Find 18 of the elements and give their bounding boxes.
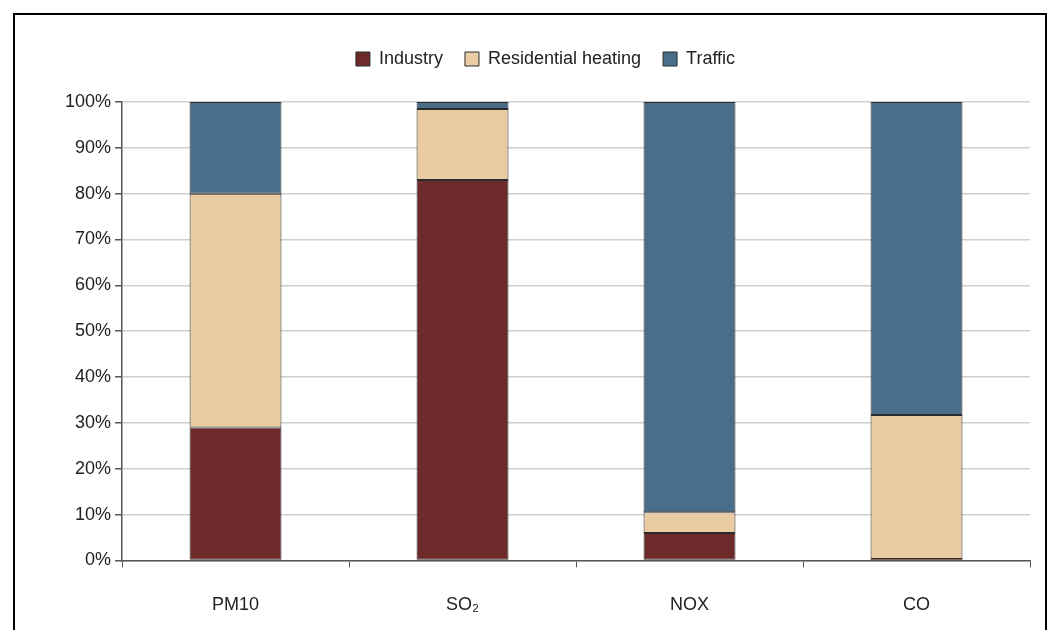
y-tick-label: 80% [75, 182, 112, 203]
x-tick-label: NOX [670, 594, 710, 615]
y-tick-label: 10% [75, 503, 112, 524]
y-tick-label: 60% [75, 274, 112, 295]
y-tick-label: 30% [75, 411, 112, 432]
x-tick-label: PM10 [212, 594, 260, 615]
legend-label: Traffic [686, 47, 736, 68]
y-tick-label: 90% [75, 136, 112, 157]
y-tick-label: 50% [75, 320, 112, 341]
legend-label: Residential heating [487, 47, 642, 68]
y-tick-label: 40% [75, 366, 112, 387]
x-tick-label: SO₂ [446, 594, 480, 615]
legend-label: Industry [378, 47, 443, 68]
y-tick-label: 20% [75, 457, 112, 478]
y-tick-label: 0% [85, 549, 112, 570]
y-tick-label: 100% [64, 90, 112, 111]
x-tick-label: CO [903, 594, 930, 615]
y-tick-label: 70% [75, 228, 112, 249]
